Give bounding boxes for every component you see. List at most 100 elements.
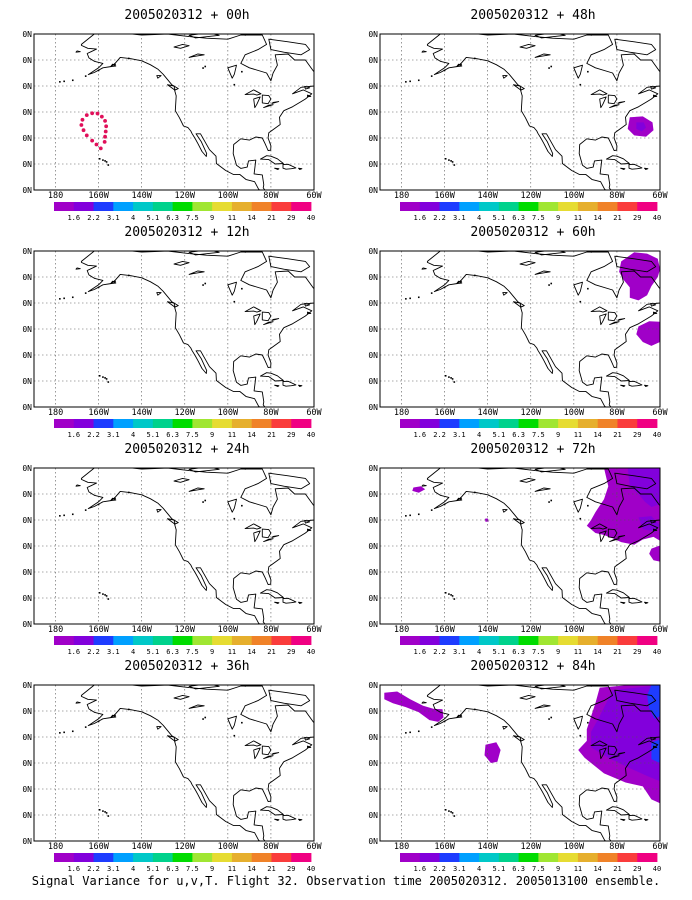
coastline xyxy=(650,85,657,90)
lat-label: 20N xyxy=(368,160,378,169)
coastline xyxy=(605,155,630,165)
colorbar-label: 7.5 xyxy=(532,648,545,656)
lat-label: 50N xyxy=(22,82,32,91)
lon-label: 180 xyxy=(48,625,63,632)
colorbar-label: 40 xyxy=(307,214,315,222)
colorbar-label: 5.1 xyxy=(493,431,506,439)
lon-label: 160W xyxy=(434,191,455,198)
colorbar-label: 5.1 xyxy=(147,214,160,222)
lat-label: 70N xyxy=(22,30,32,39)
panel-title: 2005020312 + 00h xyxy=(124,8,250,23)
colorbar-label: 14 xyxy=(593,214,601,222)
coastline xyxy=(599,530,607,543)
coastline xyxy=(274,818,280,821)
island xyxy=(550,499,553,502)
colorbar-swatch xyxy=(113,853,134,862)
plot-frame xyxy=(379,33,661,191)
coastline xyxy=(421,267,427,270)
coastline xyxy=(75,50,81,53)
coastline xyxy=(617,101,626,104)
colorbar-label: 2.2 xyxy=(433,648,446,656)
colorbar-swatch xyxy=(419,419,440,428)
lon-label: 140W xyxy=(131,625,152,632)
coastline xyxy=(298,818,303,821)
colorbar-label: 9 xyxy=(556,214,560,222)
island xyxy=(451,161,454,163)
coastline xyxy=(274,601,280,604)
lon-label: 160W xyxy=(88,842,109,849)
island xyxy=(430,726,433,728)
coastline xyxy=(259,806,284,816)
lon-label: 80W xyxy=(263,408,279,415)
lon-label: 100W xyxy=(564,408,585,415)
island xyxy=(405,515,407,517)
island xyxy=(473,274,476,277)
island xyxy=(233,517,236,520)
coastline xyxy=(227,281,237,296)
lat-label: 10N xyxy=(368,403,378,412)
island xyxy=(417,296,420,299)
lon-label: 60W xyxy=(652,625,668,632)
lon-label: 120W xyxy=(521,842,542,849)
island xyxy=(579,734,582,737)
coastline xyxy=(156,75,162,79)
island xyxy=(473,708,476,711)
lat-label: 20N xyxy=(22,811,32,820)
lon-label: 120W xyxy=(175,842,196,849)
coastline xyxy=(534,251,566,256)
colorbar-swatch xyxy=(73,636,94,645)
coastline xyxy=(426,34,660,190)
coastline xyxy=(662,516,676,529)
colorbar-swatch xyxy=(518,636,539,645)
island xyxy=(405,298,407,300)
lat-label: 40N xyxy=(22,542,32,551)
lat-label: 10N xyxy=(22,837,32,846)
coastline xyxy=(502,509,508,513)
island xyxy=(97,286,100,289)
colorbar-label: 4 xyxy=(131,431,135,439)
lon-label: 60W xyxy=(652,408,668,415)
variance-contour xyxy=(484,742,501,763)
lat-label: 50N xyxy=(22,299,32,308)
island xyxy=(443,720,446,723)
island xyxy=(409,297,411,300)
coastline xyxy=(298,384,303,387)
island xyxy=(448,810,450,812)
lat-label: 40N xyxy=(368,759,378,768)
island xyxy=(473,491,476,494)
colorbar-swatch xyxy=(212,419,233,428)
colorbar-label: 3.1 xyxy=(453,865,466,873)
island xyxy=(102,810,104,812)
coastline xyxy=(426,468,660,624)
coastline xyxy=(534,704,551,709)
coastline xyxy=(173,43,190,49)
coastline xyxy=(253,96,261,109)
island xyxy=(444,375,447,377)
coastline xyxy=(268,38,311,56)
colorbar-label: 2.2 xyxy=(87,648,100,656)
coastline xyxy=(271,752,280,755)
colorbar-label: 11 xyxy=(574,865,582,873)
coastline xyxy=(188,468,220,473)
island xyxy=(579,83,582,86)
colorbar-swatch xyxy=(637,853,658,862)
island xyxy=(204,282,207,285)
lon-label: 120W xyxy=(175,191,196,198)
colorbar-swatch xyxy=(251,202,272,211)
colorbar-label: 7.5 xyxy=(186,214,199,222)
colorbar-swatch xyxy=(133,202,154,211)
colorbar-swatch xyxy=(498,202,520,211)
colorbar-swatch xyxy=(439,419,460,428)
colorbar-swatch xyxy=(231,419,253,428)
lon-label: 60W xyxy=(306,842,322,849)
island xyxy=(405,81,407,83)
island xyxy=(587,287,589,290)
lat-label: 30N xyxy=(368,785,378,794)
lat-label: 10N xyxy=(22,186,32,195)
coastline xyxy=(421,701,427,704)
island xyxy=(107,815,110,817)
colorbar-label: 7.5 xyxy=(186,865,199,873)
colorbar-label: 6.3 xyxy=(512,648,525,656)
lat-label: 10N xyxy=(368,186,378,195)
lat-label: 60N xyxy=(22,273,32,282)
